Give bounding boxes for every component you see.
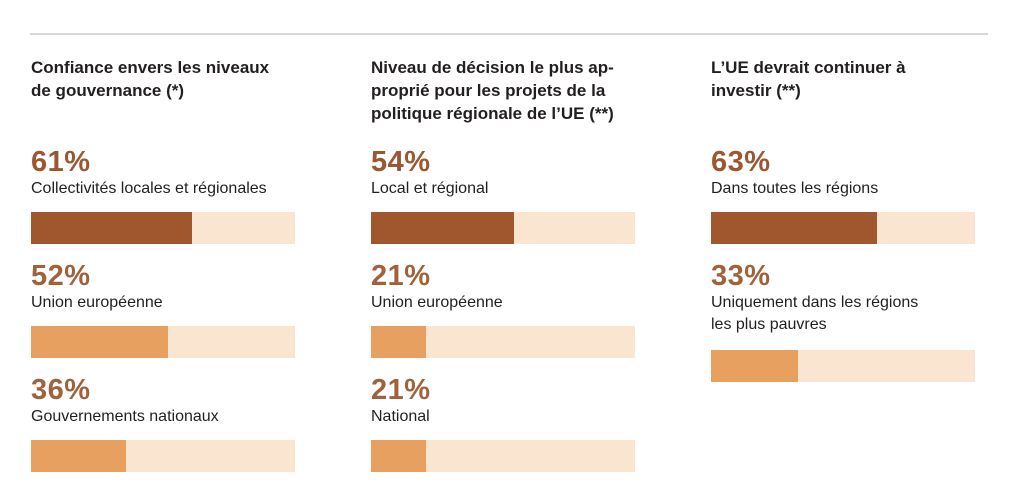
bar-fill bbox=[711, 212, 878, 244]
bar-label-line: Uniquement dans les régions bbox=[711, 294, 919, 311]
bar-label: Dans toutes les régions bbox=[711, 180, 879, 197]
percentage-value: 52% bbox=[31, 260, 91, 292]
bar-label-line: les plus pauvres bbox=[711, 316, 827, 333]
panel-trust-governance: Confiance envers les niveaux de gouverna… bbox=[31, 56, 295, 472]
bar-track bbox=[31, 212, 295, 244]
percentage-value: 33% bbox=[711, 260, 771, 292]
panel-title-line: politique régionale de l’UE (**) bbox=[371, 104, 614, 123]
bar-item-poorest-regions: 33% Uniquement dans les régions les plus… bbox=[711, 260, 975, 382]
bar-item-eu: 21% Union européenne bbox=[371, 260, 635, 358]
percentage-value: 63% bbox=[711, 146, 771, 178]
bar-label: Union européenne bbox=[31, 294, 163, 311]
percentage-value: 21% bbox=[371, 260, 431, 292]
panel-title: Niveau de décision le plus ap- proprié p… bbox=[371, 56, 635, 128]
percentage-value: 54% bbox=[371, 146, 431, 178]
panel-title-line: L’UE devrait continuer à bbox=[711, 58, 906, 77]
bar-track bbox=[371, 326, 635, 358]
panel-title: Confiance envers les niveaux de gouverna… bbox=[31, 56, 295, 128]
panel-title-line: Confiance envers les niveaux bbox=[31, 58, 270, 77]
bar-item-eu: 52% Union européenne bbox=[31, 260, 295, 358]
bar-item-local-regional: 54% Local et régional bbox=[371, 146, 635, 244]
bar-label: Local et régional bbox=[371, 180, 489, 197]
bar-label: National bbox=[371, 408, 430, 425]
panel-title: L’UE devrait continuer à investir (**) bbox=[711, 56, 975, 128]
bar-fill bbox=[371, 440, 427, 472]
bar-item-local-regional: 61% Collectivités locales et régionales bbox=[31, 146, 295, 244]
panel-title-line: de gouvernance (*) bbox=[31, 81, 185, 100]
percentage-value: 36% bbox=[31, 374, 91, 406]
percentage-value: 61% bbox=[31, 146, 91, 178]
bar-label: Collectivités locales et régionales bbox=[31, 180, 267, 197]
bar-track bbox=[31, 440, 295, 472]
percentage-value: 21% bbox=[371, 374, 431, 406]
bar-label: Union européenne bbox=[371, 294, 503, 311]
bar-track bbox=[711, 212, 975, 244]
bar-track bbox=[31, 326, 295, 358]
panel-title-line: Niveau de décision le plus ap- bbox=[371, 58, 614, 77]
bar-item-all-regions: 63% Dans toutes les régions bbox=[711, 146, 975, 244]
bar-fill bbox=[711, 350, 799, 382]
bar-fill bbox=[31, 212, 193, 244]
bar-track bbox=[711, 350, 975, 382]
bar-item-national: 21% National bbox=[371, 374, 635, 472]
bar-label: Gouvernements nationaux bbox=[31, 408, 219, 425]
bar-fill bbox=[31, 440, 127, 472]
bar-item-national: 36% Gouvernements nationaux bbox=[31, 374, 295, 472]
top-divider bbox=[30, 33, 988, 35]
bar-fill bbox=[371, 212, 514, 244]
panel-title-line: investir (**) bbox=[711, 81, 801, 100]
panel-eu-investment: L’UE devrait continuer à investir (**) 6… bbox=[711, 56, 975, 382]
bar-fill bbox=[31, 326, 169, 358]
panel-decision-level: Niveau de décision le plus ap- proprié p… bbox=[371, 56, 635, 472]
bar-label: Uniquement dans les régions les plus pau… bbox=[711, 292, 975, 336]
panel-title-line: proprié pour les projets de la bbox=[371, 81, 606, 100]
bar-track bbox=[371, 440, 635, 472]
bar-fill bbox=[371, 326, 427, 358]
bar-track bbox=[371, 212, 635, 244]
